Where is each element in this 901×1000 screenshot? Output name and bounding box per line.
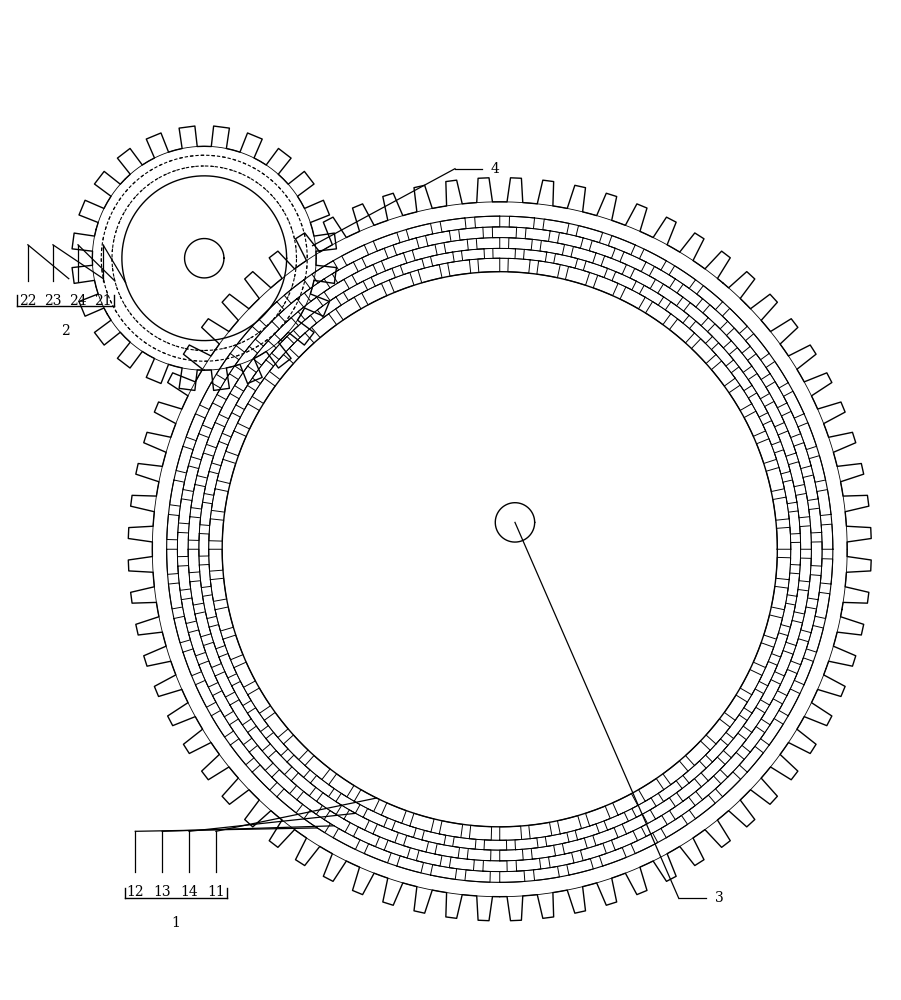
Text: 24: 24 (69, 294, 86, 308)
Text: 22: 22 (19, 294, 37, 308)
Text: 4: 4 (491, 162, 500, 176)
Text: 14: 14 (180, 885, 198, 899)
Text: 2: 2 (61, 324, 70, 338)
Text: 12: 12 (126, 885, 144, 899)
Text: 1: 1 (171, 916, 180, 930)
Text: 3: 3 (714, 891, 724, 905)
Text: 21: 21 (95, 294, 112, 308)
Text: 23: 23 (44, 294, 61, 308)
Text: 11: 11 (207, 885, 224, 899)
Text: 13: 13 (153, 885, 171, 899)
